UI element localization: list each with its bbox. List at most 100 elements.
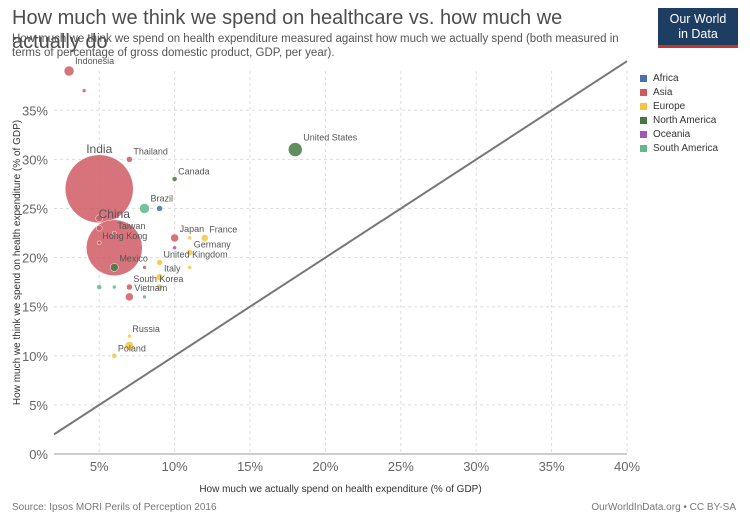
legend-swatch [640,116,647,124]
data-points [63,65,303,359]
x-tick-label: 40% [614,459,640,474]
data-point [172,245,177,251]
data-point [111,353,118,359]
legend-label: South America [653,142,719,154]
x-tick-label: 30% [463,459,489,474]
point-labels: Indonesia Thailand India Canada United State… [75,56,358,353]
point-label: Brazil [150,193,173,203]
data-point [156,259,163,266]
data-point [96,284,102,290]
legend-label: Africa [653,72,679,84]
data-point [112,284,117,290]
credit-link[interactable]: OurWorldInData.org • CC BY-SA [591,502,736,513]
owid-logo[interactable]: Our World in Data [658,8,738,48]
data-point [86,219,143,277]
x-tick-label: 5% [90,459,109,474]
legend-swatch [640,130,647,138]
point-label: Russia [132,324,160,334]
x-tick-label: 10% [162,459,188,474]
x-tick-label: 20% [312,459,338,474]
y-tick-label: 35% [22,103,48,118]
point-label: Thailand [133,146,168,156]
point-label: Canada [178,167,210,177]
y-tick-label: 15% [22,300,48,315]
data-point [171,176,178,182]
point-label: Taiwan [117,221,145,231]
chart-subtitle: How much we think we spend on health exp… [12,33,619,59]
data-point [156,283,163,291]
data-point [142,265,147,270]
data-point [127,333,132,339]
data-point [81,88,87,93]
data-point [155,273,164,281]
scatter-chart: 0% 5% 10% 15% 20% 25% 30% 35% 5% 10% 15% 20% 25% 30% 3… [12,56,640,495]
reference-line [53,60,628,436]
data-point [142,294,147,300]
legend-item[interactable]: Africa [640,71,718,85]
point-label: Germany [194,240,232,250]
data-point [95,214,103,223]
legend-item[interactable]: Oceania [640,127,718,141]
data-point [288,142,303,157]
y-tick-label: 30% [22,152,48,167]
legend-item[interactable]: South America [640,141,718,155]
legend-label: Asia [653,86,673,98]
y-tick-label: 0% [29,447,48,462]
data-point [186,249,193,256]
point-label: United Kingdom [164,250,228,260]
data-point [187,265,192,270]
legend-label: Europe [653,100,686,112]
legend-item[interactable]: North America [640,113,718,127]
data-point [125,292,134,302]
x-tick-label: 25% [388,459,414,474]
point-label: France [209,224,237,234]
legend-label: Oceania [653,128,691,140]
y-tick-label: 5% [29,398,48,413]
legend-item[interactable]: Asia [640,85,718,99]
legend-swatch [640,74,647,82]
grid-lines [53,60,628,454]
x-tick-label: 35% [539,459,565,474]
point-label: Hong Kong [102,231,147,241]
point-label: Japan [180,224,205,234]
data-point [139,203,150,214]
point-label: China [99,207,131,221]
source-note: Source: Ipsos MORI Perils of Perception … [12,502,217,513]
data-point [63,65,75,77]
point-label: Vietnam [134,283,167,293]
legend-label: North America [653,114,717,126]
x-tick-label: 15% [237,459,263,474]
data-point [201,234,209,242]
point-label: India [86,142,112,156]
point-label: South Korea [133,274,183,284]
chart-title: How much we think we spend on healthcare… [12,7,563,53]
data-point [126,283,133,291]
logo-line-1: Our World [669,12,727,26]
data-point [124,341,135,351]
legend-item[interactable]: Europe [640,99,718,113]
y-tick-label: 20% [22,251,48,266]
point-label: United States [303,133,358,143]
point-label: Mexico [119,253,148,263]
legend-swatch [640,144,647,152]
data-point [126,156,133,163]
data-point [170,233,179,243]
axes: 0% 5% 10% 15% 20% 25% 30% 35% 5% 10% 15% 20% 25% 30% 3… [12,103,640,495]
data-point [156,205,163,212]
data-point [95,224,103,232]
data-point [187,235,192,241]
legend-swatch [640,102,647,110]
logo-line-2: in Data [678,27,718,41]
point-label: Indonesia [75,56,114,66]
data-point [64,154,134,224]
data-point [96,240,102,246]
point-label: Italy [164,264,181,274]
legend: Africa Asia Europe North America Oceania Sout… [640,71,718,155]
data-point [112,230,117,236]
y-axis-label: How much we think we spend on health exp… [12,120,23,405]
y-tick-label: 10% [22,349,48,364]
x-axis-label: How much we actually spend on health exp… [199,484,481,495]
point-label: Poland [118,343,146,353]
y-tick-label: 25% [22,201,48,216]
data-point [110,263,119,272]
